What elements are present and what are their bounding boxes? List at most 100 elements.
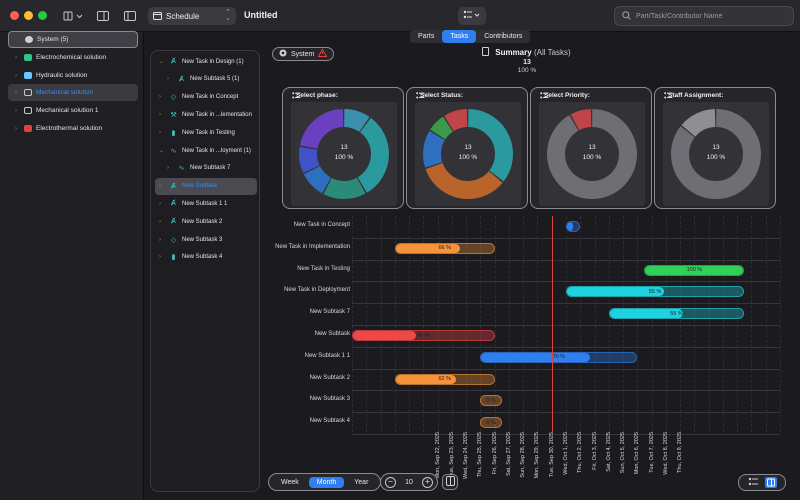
tree-item[interactable]: › ⚒ New Task in ...lementation — [155, 106, 257, 123]
chevron-down-icon[interactable]: ⌄ — [159, 148, 165, 154]
chevron-right-icon[interactable]: › — [15, 72, 17, 79]
tree-item[interactable]: ⌄ Ⱥ New Task in Design (1) — [155, 53, 257, 70]
tree-item[interactable]: › ◇ New Task in Concept — [155, 89, 257, 106]
donut-segment[interactable] — [299, 109, 389, 199]
sidebar-item[interactable]: › Hydraulic solution — [8, 67, 138, 84]
card-title: Select phase: — [292, 92, 338, 99]
close-window-button[interactable] — [10, 11, 19, 20]
tab-tasks[interactable]: Tasks — [442, 30, 477, 43]
system-filter-pill[interactable]: System — [272, 47, 335, 61]
sidebar-toggle-icon[interactable] — [123, 9, 137, 23]
date-axis-label: Mon, Oct 6, 2025 — [634, 432, 641, 475]
split-view-icon[interactable] — [96, 9, 110, 23]
chevron-right-icon[interactable]: › — [167, 76, 169, 83]
grid-vertical-line — [409, 216, 411, 432]
sidebar-item[interactable]: › Mechanical solution — [8, 84, 138, 101]
tree-item[interactable]: › Ⱥ New Subtask — [155, 177, 257, 195]
summary-card[interactable]: Select Status: 13 100 % — [406, 87, 528, 209]
donut-segment[interactable] — [299, 109, 389, 199]
tree-item[interactable]: › ∿ New Subtask 7 — [155, 160, 257, 177]
summary-card[interactable]: Select phase: 13 100 % — [282, 87, 404, 209]
person-walk-icon: Ⱥ — [171, 218, 176, 226]
tree-item[interactable]: › Ⱥ New Subtask 1 1 — [155, 195, 257, 212]
tree-item[interactable]: ⌄ ∿ New Task in ...loyment (1) — [155, 142, 257, 159]
chevron-right-icon[interactable]: › — [159, 111, 161, 118]
chevron-down-icon[interactable]: ⌄ — [159, 59, 165, 65]
donut-segment[interactable] — [547, 109, 637, 199]
chevron-right-icon[interactable]: › — [15, 54, 17, 61]
donut-percent: 100 % — [582, 154, 602, 161]
tree-item[interactable]: › ◇ New Subtask 3 — [155, 231, 257, 248]
search-icon — [622, 10, 631, 22]
donut-segment[interactable] — [299, 109, 389, 199]
gantt-bar[interactable]: 55 % — [566, 286, 745, 298]
grid-vertical-line — [680, 216, 682, 432]
tab-parts[interactable]: Parts — [418, 33, 435, 40]
inspector-icon[interactable] — [764, 477, 777, 488]
chevron-right-icon[interactable]: › — [159, 183, 161, 190]
chevron-right-icon[interactable]: › — [159, 94, 161, 101]
tree-item[interactable]: › Ⱥ New Subtask 5 (1) — [155, 71, 257, 88]
gantt-bar[interactable] — [566, 221, 581, 232]
gantt-bar[interactable]: 100 % — [644, 264, 745, 276]
gears-icon — [24, 107, 32, 114]
summary-card[interactable]: Select Priority: 13 100 % — [530, 87, 652, 209]
donut-segment[interactable] — [423, 109, 513, 199]
filter-menu-button[interactable] — [458, 7, 486, 25]
donut-segment[interactable] — [423, 109, 513, 199]
search-field[interactable]: Part/Task/Contributor Name — [614, 6, 794, 26]
card-title-text: Select phase: — [296, 92, 338, 99]
zoom-window-button[interactable] — [38, 11, 47, 20]
sidebar-item[interactable]: System (5) — [8, 31, 138, 48]
title-bar: Schedule ⌃ ⌄ Untitled Part/Task/Contribut… — [0, 0, 800, 32]
scale-option-year[interactable]: Year — [354, 478, 369, 486]
person-walk-icon: Ⱥ — [179, 75, 184, 83]
scale-option-week[interactable]: Week — [281, 478, 299, 486]
gantt-bar[interactable]: 45 % — [352, 330, 495, 341]
grid-horizontal-line — [352, 412, 780, 414]
summary-card[interactable]: Staff Assignment: 13 100 % — [654, 87, 776, 209]
gantt-row-label: New Subtask 3 — [309, 396, 350, 403]
gantt-bar[interactable]: 55 % — [608, 308, 745, 320]
chevron-right-icon[interactable]: › — [159, 129, 161, 136]
system-icon — [279, 49, 287, 59]
zoom-out-button[interactable]: − — [385, 476, 396, 488]
grid-vertical-line — [580, 216, 582, 432]
tree-item-label: New Subtask 4 — [182, 254, 223, 261]
tab-contributors[interactable]: Contributors — [484, 33, 523, 40]
testing-icon: ▮ — [171, 254, 176, 262]
tree-item[interactable]: › ▮ New Task in Testing — [155, 124, 257, 141]
gantt-bar[interactable]: 62 % — [394, 373, 495, 385]
tree-item-label: New Task in Concept — [182, 94, 239, 101]
card-title: Staff Assignment: — [664, 92, 723, 99]
chevron-right-icon[interactable]: › — [15, 89, 17, 96]
list-settings-icon[interactable] — [748, 477, 759, 488]
tree-item[interactable]: › ▮ New Subtask 4 — [155, 249, 257, 266]
minimize-window-button[interactable] — [24, 11, 33, 20]
schedule-selector[interactable]: Schedule ⌃ ⌄ — [148, 7, 236, 25]
chevron-right-icon[interactable]: › — [159, 236, 161, 243]
scale-option-month[interactable]: Month — [308, 476, 345, 488]
tree-item[interactable]: › Ⱥ New Subtask 2 — [155, 213, 257, 230]
chevron-right-icon[interactable]: › — [159, 254, 161, 261]
chevron-right-icon[interactable]: › — [15, 125, 17, 132]
summary-count: 13 — [523, 59, 531, 66]
gantt-bar[interactable]: 70 % — [480, 351, 638, 363]
sidebar-item[interactable]: › Mechanical solution 1 — [8, 102, 138, 119]
gantt-bar[interactable]: 66 % — [394, 242, 495, 254]
chevron-right-icon[interactable]: › — [159, 200, 161, 207]
chevron-right-icon[interactable]: › — [15, 107, 17, 114]
layout-menu-icon[interactable] — [62, 9, 86, 23]
panel-toggle-button[interactable] — [442, 474, 458, 490]
document-title: Untitled — [244, 10, 278, 20]
gantt-bar[interactable]: 0 % — [480, 395, 502, 407]
sidebar-item[interactable]: › Electrochemical solution — [8, 49, 138, 66]
gantt-bar[interactable]: 0 % — [480, 417, 502, 429]
zoom-in-button[interactable]: + — [421, 476, 433, 488]
calendar-icon — [153, 11, 162, 22]
chevron-right-icon[interactable]: › — [167, 165, 169, 172]
donut-segment[interactable] — [423, 109, 513, 199]
donut-segment[interactable] — [671, 109, 761, 199]
sidebar-item[interactable]: › Electrothermal solution — [8, 120, 138, 137]
chevron-right-icon[interactable]: › — [159, 218, 161, 225]
